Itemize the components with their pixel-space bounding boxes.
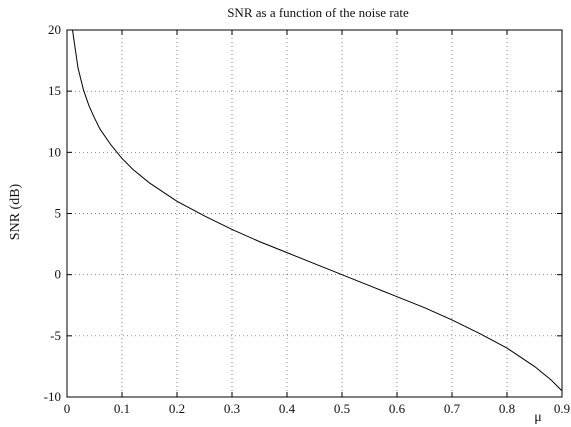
- y-tick-label: 15: [48, 83, 61, 98]
- y-tick-label: 0: [55, 267, 62, 282]
- x-tick-label: 0.9: [554, 401, 570, 416]
- grid-lines: [67, 30, 562, 397]
- x-tick-labels: 0 0.1 0.2 0.3 0.4 0.5 0.6 0.7 0.8 0.9: [64, 401, 570, 416]
- chart-title: SNR as a function of the noise rate: [227, 5, 409, 20]
- y-axis-label: SNR (dB): [8, 183, 23, 240]
- y-tick-label: -5: [50, 328, 61, 343]
- x-tick-label: 0.2: [169, 401, 185, 416]
- x-tick-label: 0.8: [499, 401, 515, 416]
- x-tick-label: 0.6: [389, 401, 406, 416]
- x-axis-label: μ: [534, 410, 542, 425]
- y-tick-labels: -10 -5 0 5 10 15 20: [44, 22, 61, 404]
- x-tick-label: 0.7: [444, 401, 461, 416]
- x-tick-label: 0.5: [334, 401, 350, 416]
- y-tick-label: -10: [44, 389, 61, 404]
- snr-curve: [72, 29, 563, 392]
- x-tick-label: 0.3: [224, 401, 240, 416]
- y-tick-label: 5: [55, 206, 62, 221]
- y-tick-label: 20: [48, 22, 61, 37]
- axis-ticks: [66, 29, 563, 398]
- y-tick-label: 10: [48, 144, 61, 159]
- x-tick-label: 0: [64, 401, 71, 416]
- x-tick-label: 0.4: [279, 401, 296, 416]
- x-tick-label: 0.1: [114, 401, 130, 416]
